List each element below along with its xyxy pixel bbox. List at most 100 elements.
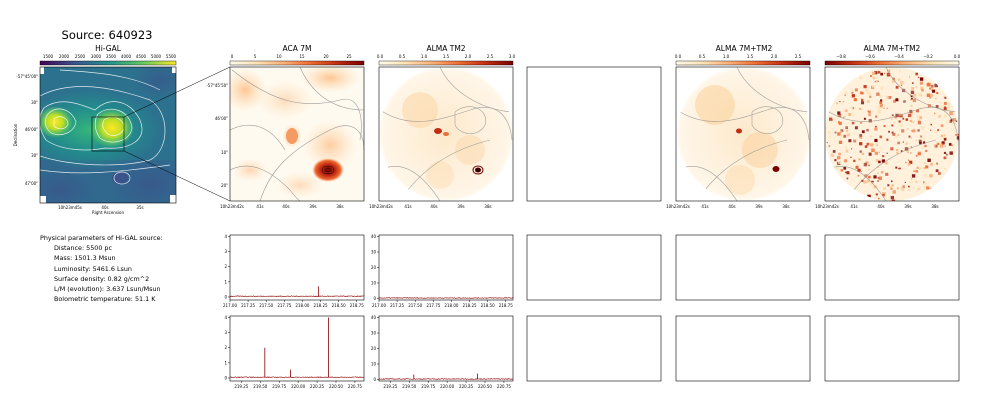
speckle-pixel: [868, 168, 870, 171]
speckle-pixel: [907, 162, 911, 166]
y-tick-label: 2: [224, 264, 227, 269]
speckle-pixel: [915, 169, 919, 173]
speckle-pixel: [877, 106, 881, 110]
cbar-tick: 1500: [43, 54, 54, 59]
speckle-pixel: [935, 147, 938, 150]
speckle-pixel: [837, 132, 841, 136]
speckle-pixel: [850, 96, 853, 98]
spectrum-frame: [378, 315, 514, 382]
speckle-pixel: [878, 197, 880, 200]
speckle-pixel: [861, 171, 862, 173]
speckle-pixel: [912, 82, 914, 84]
speckle-pixel: [871, 148, 875, 152]
speckle-pixel: [846, 177, 849, 180]
x-tick-label: 218.25: [463, 303, 477, 308]
speckle-pixel: [875, 159, 879, 162]
y-tick-label: 1: [224, 279, 227, 284]
speckle-pixel: [905, 118, 908, 121]
speckle-pixel: [856, 164, 859, 166]
speckle-pixel: [915, 72, 918, 76]
speckle-pixel: [915, 86, 918, 88]
x-tick: 41s: [404, 204, 411, 209]
speckle-pixel: [859, 135, 863, 139]
speckle-pixel: [918, 76, 920, 78]
cbar-tick: 25: [346, 54, 352, 59]
x-tick-label: 217.25: [241, 303, 255, 308]
speckle-pixel: [832, 130, 835, 132]
speckle-pixel: [866, 142, 870, 146]
speckle-pixel: [901, 129, 905, 133]
speckle-pixel: [878, 151, 880, 154]
x-tick-label: 217.75: [277, 303, 291, 308]
speckle-pixel: [909, 74, 911, 76]
speckle-pixel: [915, 180, 918, 183]
speckle-pixel: [910, 137, 912, 139]
speckle-pixel: [891, 184, 894, 187]
speckle-pixel: [897, 134, 900, 137]
speckle-pixel: [853, 98, 857, 102]
speckle-pixel: [896, 151, 899, 154]
speckle-pixel: [899, 113, 903, 116]
speckle-pixel: [868, 119, 872, 123]
higal-xlabel: Right Ascension: [92, 210, 124, 215]
speckle-pixel: [918, 107, 921, 110]
spectrum-panel: 0 10 20 30 40 217.00 217.25 217.50 217.75 218.00 2…: [371, 234, 514, 308]
speckle-pixel: [852, 89, 854, 91]
speckle-pixel: [870, 135, 872, 138]
speckle-pixel: [940, 134, 944, 138]
speckle-pixel: [937, 129, 939, 131]
y-tick: 47'00": [25, 181, 38, 186]
param-distance: Distance: 5500 pc: [54, 244, 112, 253]
y-tick-label: 0: [373, 377, 376, 382]
speckle-pixel: [866, 128, 869, 132]
speckle-pixel: [943, 151, 946, 154]
speckle-pixel: [895, 113, 899, 118]
speckle-pixel: [912, 93, 917, 97]
speckle-pixel: [877, 172, 879, 174]
speckle-pixel: [851, 121, 855, 125]
speckle-pixel: [893, 122, 895, 124]
speckle-pixel: [943, 138, 947, 141]
speckle-pixel: [935, 169, 939, 173]
x-tick: 10h23m45s: [58, 205, 82, 210]
x-tick-label: 220.50: [478, 384, 492, 389]
cbar-tick: 0.5: [699, 54, 706, 59]
speckle-pixel: [859, 91, 863, 95]
cbar-tick: 5000: [151, 54, 162, 59]
speckle-pixel: [911, 98, 913, 100]
cbar-tick: −0.4: [894, 54, 904, 59]
speckle-pixel: [929, 87, 931, 90]
speckle-pixel: [943, 107, 947, 111]
speckle-pixel: [955, 120, 958, 122]
x-tick-label: 219.75: [272, 384, 286, 389]
physical-parameters: Physical parameters of Hi-GAL source: Di…: [40, 233, 163, 304]
speckle-pixel: [835, 166, 839, 170]
speckle-pixel: [875, 193, 878, 196]
speckle-pixel: [906, 128, 909, 130]
speckle-pixel: [957, 134, 959, 136]
speckle-pixel: [900, 80, 904, 85]
speckle-pixel: [919, 141, 922, 145]
neg-image: [825, 67, 959, 201]
speckle-pixel: [908, 185, 910, 188]
y-tick: 30": [31, 100, 38, 105]
speckle-pixel: [867, 194, 871, 199]
speckle-pixel: [898, 120, 901, 123]
speckle-pixel: [872, 76, 876, 80]
x-tick: 40s: [728, 204, 735, 209]
speckle-pixel: [923, 167, 926, 170]
speckle-pixel: [850, 86, 852, 88]
speckle-pixel: [944, 145, 946, 147]
speckle-pixel: [912, 129, 916, 133]
spectrum-line: [229, 295, 365, 298]
speckle-pixel: [864, 174, 868, 178]
panel-title-aca7m: ACA 7M: [283, 44, 312, 53]
speckle-pixel: [910, 152, 912, 154]
y-tick: -57°45'00": [16, 74, 38, 79]
noise-speckle: [826, 69, 959, 201]
speckle-pixel: [877, 180, 879, 182]
speckle-pixel: [932, 89, 936, 93]
speckle-pixel: [910, 90, 915, 94]
speckle-pixel: [839, 101, 841, 103]
speckle-pixel: [941, 141, 945, 145]
